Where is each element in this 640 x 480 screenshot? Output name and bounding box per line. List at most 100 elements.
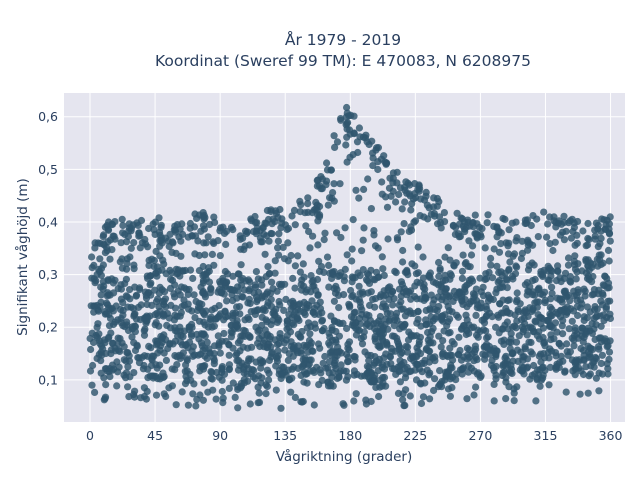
data-point bbox=[118, 215, 126, 223]
data-point bbox=[355, 282, 363, 290]
data-point bbox=[170, 290, 178, 298]
data-point bbox=[554, 310, 562, 318]
data-point bbox=[118, 255, 126, 263]
data-point bbox=[541, 296, 549, 305]
data-point bbox=[358, 247, 366, 255]
data-point bbox=[246, 285, 254, 293]
data-point bbox=[488, 274, 497, 282]
data-point bbox=[330, 180, 338, 188]
data-point bbox=[302, 370, 310, 378]
data-point bbox=[505, 383, 513, 391]
data-point bbox=[438, 283, 446, 291]
data-point bbox=[407, 309, 415, 318]
data-point bbox=[533, 303, 541, 311]
data-point bbox=[551, 238, 559, 246]
data-point bbox=[208, 250, 216, 258]
data-point bbox=[376, 343, 384, 351]
data-point bbox=[305, 227, 313, 236]
data-point bbox=[343, 103, 351, 112]
data-point bbox=[189, 352, 197, 360]
data-point bbox=[448, 384, 456, 392]
data-point bbox=[214, 332, 222, 340]
data-points bbox=[86, 103, 615, 412]
data-point bbox=[133, 219, 141, 227]
data-point bbox=[201, 251, 209, 259]
data-point bbox=[514, 307, 523, 316]
data-point bbox=[401, 198, 409, 206]
data-point bbox=[517, 254, 526, 263]
data-point bbox=[460, 322, 468, 330]
data-point bbox=[101, 393, 110, 401]
data-point bbox=[88, 381, 96, 389]
data-point bbox=[508, 369, 516, 378]
data-point bbox=[597, 322, 605, 330]
data-point bbox=[171, 324, 179, 332]
data-point bbox=[87, 302, 95, 310]
data-point bbox=[265, 369, 273, 377]
data-point bbox=[465, 237, 473, 245]
data-point bbox=[490, 397, 498, 405]
data-point bbox=[605, 284, 613, 292]
data-point bbox=[117, 295, 125, 303]
data-point bbox=[567, 234, 576, 242]
data-point bbox=[455, 333, 463, 341]
data-point bbox=[417, 380, 425, 388]
data-point bbox=[564, 254, 573, 262]
data-point bbox=[376, 312, 384, 321]
data-point bbox=[599, 281, 607, 289]
data-point bbox=[592, 219, 601, 227]
data-point bbox=[237, 379, 245, 387]
data-point bbox=[601, 272, 609, 280]
data-point bbox=[372, 383, 380, 391]
data-point bbox=[507, 335, 515, 343]
data-point bbox=[220, 329, 228, 338]
data-point bbox=[309, 308, 317, 316]
data-point bbox=[278, 363, 286, 371]
data-point bbox=[96, 268, 104, 276]
data-point bbox=[461, 285, 469, 293]
data-point bbox=[297, 280, 305, 288]
data-point bbox=[552, 349, 560, 357]
data-point bbox=[566, 273, 575, 281]
data-point bbox=[177, 338, 185, 346]
data-point bbox=[200, 318, 208, 326]
data-point bbox=[490, 222, 498, 230]
data-point bbox=[284, 356, 292, 364]
data-point bbox=[86, 367, 95, 375]
data-point bbox=[588, 291, 596, 299]
data-point bbox=[584, 389, 592, 397]
data-point bbox=[235, 303, 244, 311]
data-point bbox=[308, 297, 316, 305]
data-point bbox=[407, 206, 415, 214]
data-point bbox=[524, 236, 532, 244]
data-point bbox=[314, 217, 322, 225]
data-point bbox=[512, 324, 520, 332]
data-point bbox=[298, 327, 306, 336]
data-point bbox=[370, 359, 379, 367]
data-point bbox=[243, 228, 252, 236]
data-point bbox=[188, 232, 196, 240]
data-point bbox=[380, 365, 389, 373]
data-point bbox=[592, 313, 600, 321]
data-point bbox=[364, 175, 372, 183]
data-point bbox=[306, 342, 314, 350]
data-point bbox=[382, 193, 390, 201]
data-point bbox=[548, 289, 556, 297]
data-point bbox=[197, 350, 205, 358]
data-point bbox=[426, 395, 434, 403]
data-point bbox=[539, 363, 547, 371]
data-point bbox=[469, 218, 477, 227]
data-point bbox=[320, 236, 328, 244]
data-point bbox=[384, 325, 392, 333]
data-point bbox=[503, 284, 511, 292]
data-point bbox=[595, 251, 603, 259]
data-point bbox=[88, 264, 96, 272]
data-point bbox=[458, 297, 466, 305]
data-point bbox=[206, 315, 214, 323]
data-point bbox=[588, 320, 596, 328]
data-point bbox=[357, 372, 365, 380]
data-point bbox=[395, 285, 404, 293]
data-point bbox=[533, 332, 542, 340]
data-point bbox=[403, 268, 411, 276]
data-point bbox=[191, 210, 199, 218]
